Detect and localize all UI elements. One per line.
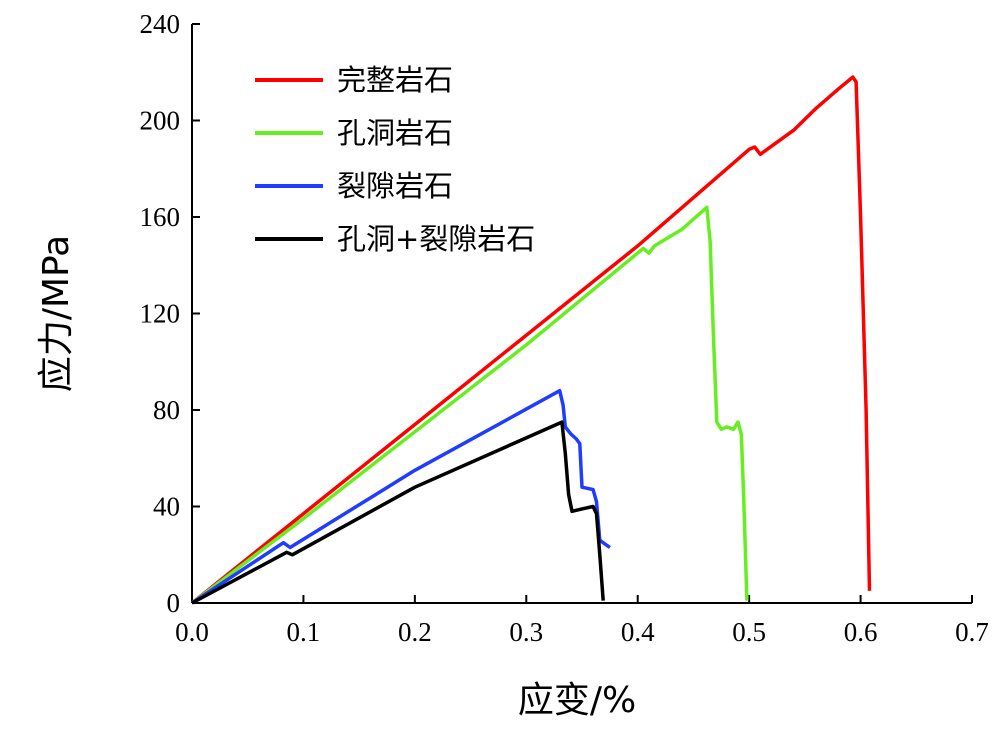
legend-label: 孔洞岩石 bbox=[337, 116, 453, 150]
series-line-4 bbox=[191, 420, 605, 605]
legend-item: 孔洞岩石 bbox=[255, 116, 453, 150]
x-tick-label: 0.2 bbox=[398, 617, 432, 647]
y-tick-label: 40 bbox=[153, 492, 180, 522]
y-tick-label: 80 bbox=[153, 395, 180, 425]
legend-label: 裂隙岩石 bbox=[337, 169, 453, 203]
y-tick-label: 240 bbox=[140, 9, 181, 39]
series-line-3 bbox=[191, 388, 611, 605]
series-layer bbox=[190, 75, 872, 605]
y-tick-label: 0 bbox=[167, 588, 181, 618]
y-axis-title: 应力/MPa bbox=[36, 235, 77, 392]
x-tick-label: 0.0 bbox=[175, 617, 209, 647]
x-tick-label: 0.6 bbox=[844, 617, 878, 647]
plot-area: 0.0 0.1 0.2 0.3 0.4 0.5 0.6 0.7 0 40 80 120 160 200 24… bbox=[140, 9, 989, 647]
legend-item: 裂隙岩石 bbox=[255, 169, 453, 203]
y-tick-label: 120 bbox=[140, 299, 181, 329]
series-line-2 bbox=[190, 205, 749, 605]
axis-ticks: 0.0 0.1 0.2 0.3 0.4 0.5 0.6 0.7 0 40 80 120 160 200 24… bbox=[140, 9, 989, 647]
legend-label: 完整岩石 bbox=[337, 63, 453, 97]
x-tick-label: 0.5 bbox=[732, 617, 766, 647]
y-tick-label: 160 bbox=[140, 202, 181, 232]
x-tick-label: 0.3 bbox=[509, 617, 543, 647]
legend-label: 孔洞+裂隙岩石 bbox=[337, 222, 535, 256]
legend: 完整岩石 孔洞岩石 裂隙岩石 孔洞+裂隙岩石 bbox=[255, 63, 535, 256]
legend-item: 完整岩石 bbox=[255, 63, 453, 97]
x-axis-title: 应变/% bbox=[518, 680, 636, 721]
x-tick-label: 0.4 bbox=[621, 617, 655, 647]
y-tick-label: 200 bbox=[140, 106, 181, 136]
x-tick-label: 0.7 bbox=[955, 617, 989, 647]
series-line-1 bbox=[190, 75, 872, 605]
x-tick-label: 0.1 bbox=[287, 617, 321, 647]
legend-item: 孔洞+裂隙岩石 bbox=[255, 222, 535, 256]
